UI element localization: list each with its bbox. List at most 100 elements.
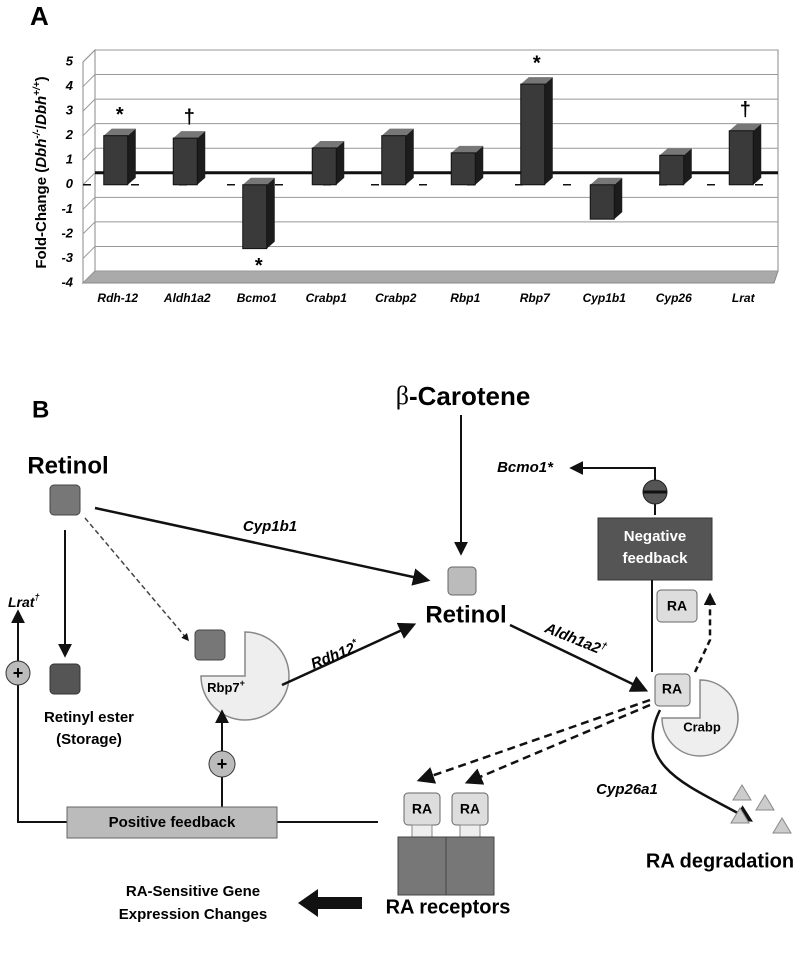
enzyme-name: Aldh1a2 [541, 619, 603, 657]
grid-line [82, 245, 778, 259]
label-part: Fold-Change ( [33, 168, 50, 269]
crabp-label: Crabp [683, 719, 721, 734]
plus-sign: + [217, 754, 228, 774]
negative-feedback-box [597, 517, 713, 581]
plus-node [5, 660, 31, 686]
bar-side [683, 148, 692, 185]
enzyme-label: Aldh1a2† [541, 618, 608, 659]
bar-side [544, 77, 553, 185]
panel-label: B [32, 396, 49, 423]
ra-label: RA [667, 598, 687, 614]
diagram: B β-Carotene Retinol Cyp1b1 Retinyl este… [5, 381, 794, 923]
receptor-stem [459, 824, 481, 838]
x-tick-label: Aldh1a2 [163, 291, 211, 305]
bar [381, 135, 407, 186]
enzyme-label: Rdh12* [308, 637, 362, 673]
receptor-stem [411, 824, 433, 838]
significance-marker: † [184, 106, 195, 128]
bar-top [242, 177, 275, 185]
y-tick-label: -3 [61, 250, 73, 265]
bar-top [590, 177, 623, 185]
ra-box [656, 589, 698, 623]
bar [728, 130, 754, 186]
arrow [281, 622, 417, 687]
x-tick-label: Bcmo1 [237, 291, 277, 305]
triangle [755, 794, 775, 811]
receptor [445, 836, 495, 896]
bar-side [475, 145, 484, 185]
bar-side [614, 177, 623, 220]
enzyme-label: Bcmo1* [497, 459, 554, 476]
significance: † [599, 640, 609, 652]
bar-side [266, 177, 275, 249]
bar-top [103, 128, 136, 136]
ester-label: Retinyl ester [44, 709, 134, 726]
bar-top [729, 123, 762, 131]
arrow [509, 623, 649, 692]
enzyme-label: Lrat† [8, 592, 39, 609]
bar [520, 83, 546, 186]
ra-label: RA [460, 801, 480, 817]
ra-box [654, 673, 691, 707]
retinol-square [447, 566, 477, 596]
y-tick-label: 0 [66, 176, 74, 191]
enzyme-name: Rdh12 [309, 640, 358, 673]
label-part: / [33, 124, 50, 129]
protein-name: Rbp7 [207, 680, 240, 695]
y-tick-label: 2 [65, 127, 74, 142]
y-tick-label: -1 [61, 201, 73, 216]
grid-line [82, 221, 778, 235]
enzyme-label: Cyp26a1 [596, 781, 658, 798]
bar-side [405, 128, 414, 185]
retinol-square [49, 484, 81, 516]
retinol-label: Retinol [425, 601, 506, 628]
bar [242, 184, 268, 250]
label-part: -/- [32, 129, 43, 139]
y-tick-label: 3 [66, 103, 74, 118]
x-tick-label: Crabp2 [375, 291, 417, 305]
box-label: Negative [624, 528, 687, 545]
x-tick-label: Rdh-12 [97, 291, 138, 305]
enzyme-name: Lrat [8, 594, 36, 610]
panel-label: A [30, 1, 49, 31]
grid-line [82, 49, 778, 63]
y-tick-label: -4 [61, 274, 73, 289]
bar-top [173, 131, 206, 139]
receptor [397, 836, 447, 896]
significance: * [547, 459, 554, 476]
bar-top [381, 128, 414, 136]
significance-marker: † [740, 99, 751, 121]
bar [103, 135, 129, 186]
bar-side [336, 140, 345, 185]
y-tick-label: 5 [66, 53, 74, 68]
ester-square [49, 663, 81, 695]
box-label: Positive feedback [109, 814, 236, 831]
bar [659, 154, 685, 186]
ester-label: (Storage) [56, 731, 122, 748]
significance: † [34, 592, 39, 602]
x-tick-label: Lrat [732, 291, 756, 305]
dashed-arrow [84, 517, 189, 642]
x-tick-label: Rbp1 [450, 291, 480, 305]
label-part: +/+ [32, 81, 43, 96]
bar [450, 152, 476, 186]
bar-top [451, 145, 484, 153]
significance: + [240, 678, 245, 688]
dashed-arrow [693, 592, 717, 673]
x-tick-label: Crabp1 [306, 291, 348, 305]
bar-side [753, 123, 762, 185]
dashed-arrow [416, 698, 651, 784]
bar-top [659, 148, 692, 156]
significance-marker: * [116, 104, 124, 126]
beta: β [396, 381, 409, 410]
triangle [730, 807, 750, 824]
gene-label: RA-Sensitive Gene [126, 883, 260, 900]
rbp7-shape [200, 631, 290, 721]
bar-top [520, 77, 553, 85]
retinol-label: Retinol [27, 452, 108, 479]
significance: * [351, 637, 360, 649]
ra-label: RA [412, 801, 432, 817]
floor [81, 270, 779, 284]
